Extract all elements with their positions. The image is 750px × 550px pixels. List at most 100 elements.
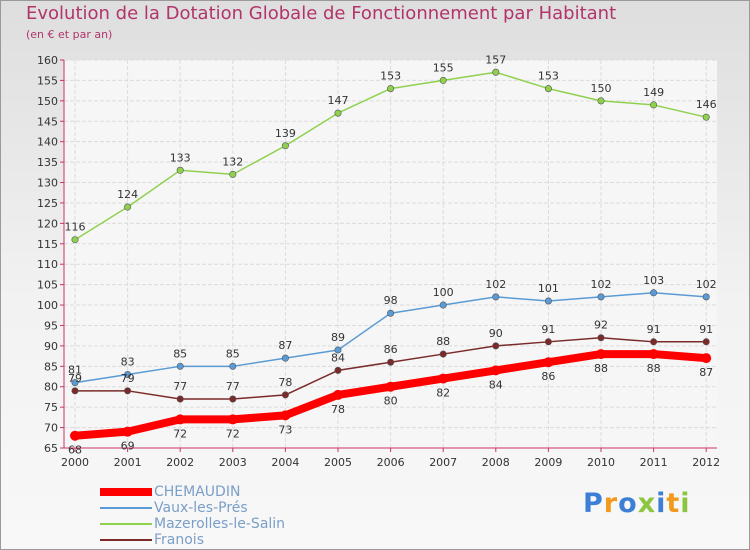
data-label-franois: 86 <box>384 343 398 356</box>
y-tick-label: 80 <box>44 381 58 394</box>
data-label-vaux-les-pr-s: 81 <box>68 364 82 377</box>
data-label-mazerolles-le-salin: 132 <box>222 155 243 168</box>
data-label-mazerolles-le-salin: 153 <box>380 70 401 83</box>
legend-label: Vaux-les-Prés <box>154 500 248 516</box>
data-point-mazerolles-le-salin <box>124 203 132 211</box>
data-label-vaux-les-pr-s: 89 <box>331 331 345 344</box>
data-point-vaux-les-pr-s <box>387 309 395 317</box>
data-label-chemaudin: 78 <box>331 403 345 416</box>
data-point-franois <box>544 338 552 346</box>
x-tick-label: 2008 <box>482 456 510 469</box>
data-label-mazerolles-le-salin: 116 <box>65 221 86 234</box>
y-tick-label: 105 <box>37 279 58 292</box>
y-tick-label: 150 <box>37 95 58 108</box>
legend-label: CHEMAUDIN <box>154 484 241 500</box>
y-tick-label: 140 <box>37 136 58 149</box>
data-point-mazerolles-le-salin <box>334 109 342 117</box>
data-label-vaux-les-pr-s: 100 <box>433 286 454 299</box>
data-point-chemaudin <box>175 414 186 425</box>
x-tick-label: 2010 <box>587 456 615 469</box>
data-point-vaux-les-pr-s <box>544 297 552 305</box>
x-tick-label: 2005 <box>324 456 352 469</box>
data-label-vaux-les-pr-s: 103 <box>643 274 664 287</box>
data-label-chemaudin: 87 <box>699 366 713 379</box>
data-label-franois: 91 <box>647 323 661 336</box>
data-label-chemaudin: 73 <box>278 423 292 436</box>
data-point-mazerolles-le-salin <box>176 166 184 174</box>
y-tick-label: 70 <box>44 422 58 435</box>
data-point-vaux-les-pr-s <box>229 362 237 370</box>
data-label-vaux-les-pr-s: 102 <box>696 278 717 291</box>
logo-letter: P <box>583 488 604 519</box>
data-point-mazerolles-le-salin <box>281 142 289 150</box>
x-tick-label: 2007 <box>429 456 457 469</box>
legend-swatch <box>100 507 152 509</box>
data-point-chemaudin <box>385 381 396 392</box>
legend-swatch <box>100 539 152 541</box>
data-point-chemaudin <box>438 373 449 384</box>
data-label-mazerolles-le-salin: 150 <box>591 82 612 95</box>
data-label-mazerolles-le-salin: 155 <box>433 61 454 74</box>
data-label-chemaudin: 84 <box>489 378 503 391</box>
data-point-franois <box>124 387 132 395</box>
data-point-mazerolles-le-salin <box>229 170 237 178</box>
logo-letter: x <box>637 488 657 519</box>
data-point-vaux-les-pr-s <box>281 354 289 362</box>
data-point-mazerolles-le-salin <box>544 85 552 93</box>
x-tick-label: 2006 <box>377 456 405 469</box>
data-label-franois: 90 <box>489 327 503 340</box>
logo-letter: o <box>618 488 638 519</box>
x-tick-label: 2003 <box>219 456 247 469</box>
data-label-mazerolles-le-salin: 153 <box>538 70 559 83</box>
data-label-vaux-les-pr-s: 87 <box>278 339 292 352</box>
y-tick-label: 155 <box>37 74 58 87</box>
data-point-chemaudin <box>280 410 291 421</box>
data-label-vaux-les-pr-s: 85 <box>226 347 240 360</box>
data-point-mazerolles-le-salin <box>650 101 658 109</box>
data-label-franois: 79 <box>68 372 82 385</box>
y-tick-label: 100 <box>37 299 58 312</box>
data-point-franois <box>176 395 184 403</box>
logo-letter: i <box>656 488 667 519</box>
data-label-franois: 77 <box>173 380 187 393</box>
data-point-chemaudin <box>333 389 343 400</box>
y-tick-label: 90 <box>44 340 58 353</box>
data-label-chemaudin: 72 <box>173 427 187 440</box>
y-tick-label: 75 <box>44 401 58 414</box>
data-point-franois <box>702 338 710 346</box>
data-point-chemaudin <box>543 357 554 368</box>
data-point-mazerolles-le-salin <box>387 85 395 93</box>
y-tick-label: 130 <box>37 177 58 190</box>
data-label-franois: 92 <box>594 319 608 332</box>
chart-title: Evolution de la Dotation Globale de Fonc… <box>26 3 617 24</box>
data-label-chemaudin: 88 <box>647 362 661 375</box>
y-tick-label: 85 <box>44 360 58 373</box>
x-tick-label: 2001 <box>114 456 142 469</box>
y-tick-label: 65 <box>44 442 58 455</box>
logo-letter: t <box>666 488 681 519</box>
y-tick-label: 160 <box>37 54 58 67</box>
data-point-vaux-les-pr-s <box>334 346 342 354</box>
data-point-franois <box>281 391 289 399</box>
data-label-mazerolles-le-salin: 133 <box>170 151 191 164</box>
data-point-mazerolles-le-salin <box>71 236 79 244</box>
data-point-franois <box>229 395 237 403</box>
data-point-franois <box>71 387 79 395</box>
chart-subtitle: (en € et par an) <box>26 28 113 41</box>
data-point-chemaudin <box>70 430 80 441</box>
x-tick-label: 2009 <box>534 456 562 469</box>
data-point-mazerolles-le-salin <box>702 113 710 121</box>
data-label-vaux-les-pr-s: 98 <box>384 294 398 307</box>
data-label-chemaudin: 72 <box>226 427 240 440</box>
data-point-chemaudin <box>701 353 712 364</box>
data-label-vaux-les-pr-s: 101 <box>538 282 559 295</box>
data-point-franois <box>387 358 395 366</box>
y-tick-label: 95 <box>44 319 58 332</box>
data-point-vaux-les-pr-s <box>176 362 184 370</box>
data-point-vaux-les-pr-s <box>597 293 605 301</box>
data-point-mazerolles-le-salin <box>597 97 605 105</box>
y-tick-label: 120 <box>37 217 58 230</box>
data-label-vaux-les-pr-s: 102 <box>591 278 612 291</box>
data-label-chemaudin: 80 <box>384 395 398 408</box>
data-label-chemaudin: 69 <box>121 440 135 453</box>
